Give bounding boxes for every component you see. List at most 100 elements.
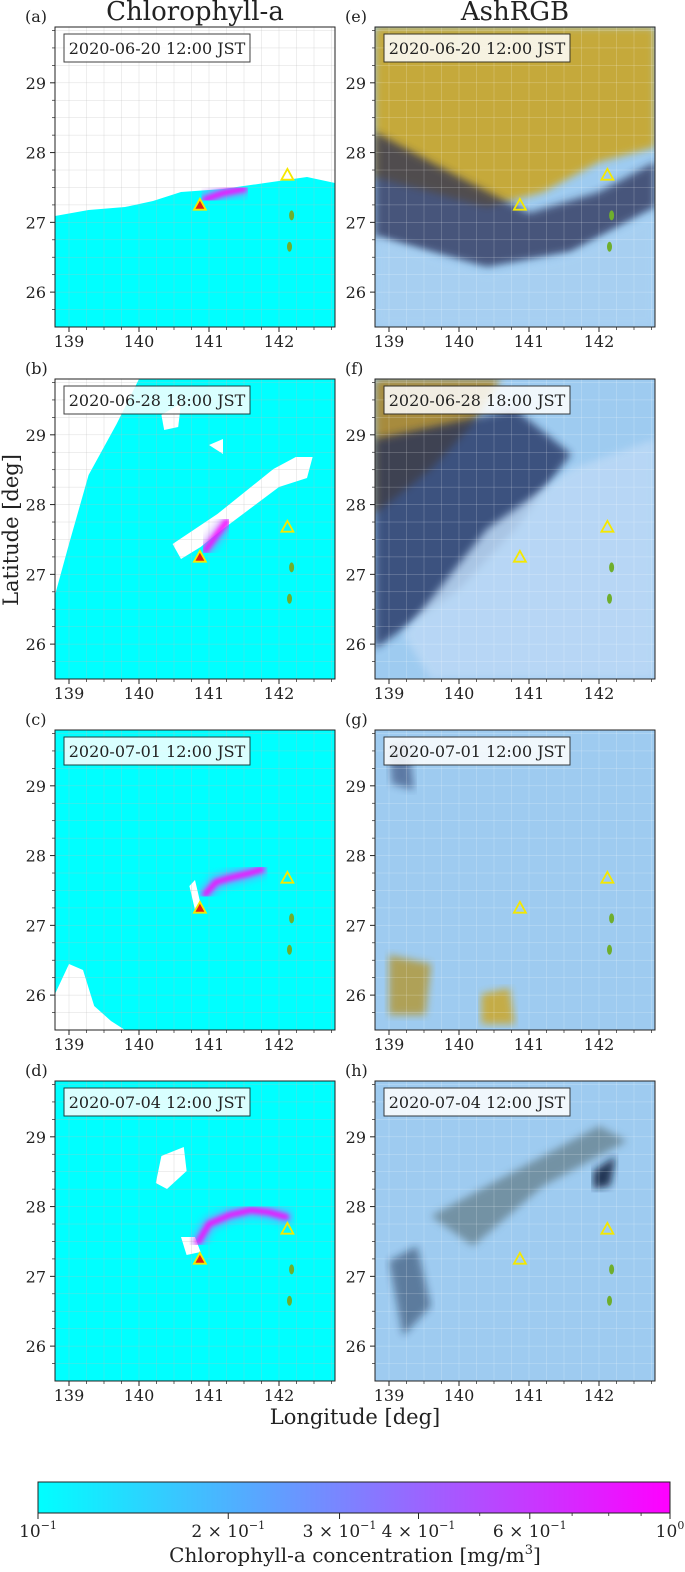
y-tick-label: 29 [346, 426, 366, 445]
y-tick-label: 28 [26, 144, 46, 163]
colorbar-label: Chlorophyll-a concentration [mg/m3] [169, 1543, 541, 1567]
colorbar-tick-label: 10−1 [19, 1519, 57, 1542]
y-tick-label: 28 [346, 496, 366, 515]
y-tick-label: 26 [346, 986, 366, 1005]
island [289, 210, 295, 221]
x-tick-label: 139 [374, 1386, 405, 1405]
cloud-cover [69, 87, 83, 102]
x-tick-label: 140 [124, 1386, 155, 1405]
cloud-texture [481, 988, 515, 1024]
island [607, 593, 612, 604]
site-marker [512, 900, 528, 914]
island [289, 913, 295, 924]
panel-c: 139 140 141 142 26 27 28 29 (c) 2020-07-01 12:00 … [25, 710, 336, 1054]
x-tick-label: 140 [124, 684, 155, 703]
island [287, 241, 292, 252]
panel-frame [54, 26, 336, 328]
panel-frame [374, 378, 656, 680]
colorbar-tick-label: 6 × 10−1 [493, 1519, 567, 1542]
timestamp-box [63, 736, 251, 766]
site-marker [599, 167, 615, 181]
cloud-texture [389, 955, 431, 1015]
cloud-cover [55, 27, 335, 216]
panel-map [375, 1081, 655, 1381]
site-marker [512, 197, 528, 211]
panel-map [55, 27, 335, 327]
y-tick-label: 26 [26, 1337, 46, 1356]
x-tick-label: 141 [194, 684, 225, 703]
plume-core [202, 866, 265, 897]
cloud-texture [403, 439, 655, 679]
site-marker [512, 549, 528, 563]
y-tick-label: 29 [26, 1128, 46, 1147]
panel-frame [374, 1080, 656, 1382]
site-marker [512, 1251, 528, 1265]
y-tick-label: 27 [26, 916, 46, 935]
site-marker [279, 167, 295, 181]
cloud-texture [593, 1156, 616, 1189]
island [609, 210, 615, 221]
map-background [55, 1081, 335, 1381]
grid [55, 27, 335, 327]
panel-frame [54, 1080, 336, 1382]
x-tick-label: 141 [514, 332, 545, 351]
y-tick-label: 26 [26, 283, 46, 302]
panel-map [375, 379, 655, 679]
panel-label: (c) [25, 710, 46, 729]
y-tick-label: 28 [346, 1198, 366, 1217]
panel-frame [374, 26, 656, 328]
panel-map [55, 730, 335, 1030]
timestamp: 2020-06-28 18:00 JST [389, 391, 566, 410]
volcano-marker [192, 900, 208, 914]
panel-label: (a) [25, 7, 47, 26]
panel-frame [54, 729, 336, 1031]
x-tick-label: 139 [54, 332, 85, 351]
cloud-cover [172, 457, 313, 559]
y-tick-label: 29 [26, 426, 46, 445]
cloud-cover [55, 964, 125, 1030]
island [287, 1295, 292, 1306]
panels: 139 140 141 142 26 27 28 29 (a) 2020-06-20 12:00 … [25, 7, 656, 1405]
x-tick-label: 142 [264, 332, 295, 351]
island [289, 1264, 295, 1275]
cloud-texture [389, 1246, 431, 1336]
panel-e: 139 140 141 142 26 27 28 29 (e) 2020-06-20 12:00 … [345, 7, 656, 351]
x-tick-label: 140 [444, 1035, 475, 1054]
timestamp: 2020-07-04 12:00 JST [69, 1093, 246, 1112]
x-tick-label: 139 [54, 684, 85, 703]
x-tick-label: 142 [584, 1386, 615, 1405]
timestamp-box [63, 385, 251, 415]
y-tick-label: 27 [26, 565, 46, 584]
volcano-marker [192, 1251, 208, 1265]
island [609, 1264, 615, 1275]
colorbar-tick-label: 3 × 10−1 [303, 1519, 377, 1542]
x-tick-label: 142 [264, 684, 295, 703]
column-title-chlorophyll: Chlorophyll-a [106, 0, 284, 27]
colorbar-gradient [37, 1481, 671, 1514]
island [607, 944, 612, 955]
site-marker [279, 1221, 295, 1235]
timestamp-box [383, 385, 571, 415]
x-tick-label: 141 [514, 1386, 545, 1405]
y-tick-label: 28 [26, 1198, 46, 1217]
island [609, 562, 615, 573]
panel-label: (b) [25, 359, 48, 378]
site-marker [279, 519, 295, 533]
colorbar: 10−1 2 × 10−1 3 × 10−1 4 × 10−1 6 × 10−1 100 … [19, 1481, 684, 1567]
y-tick-label: 27 [346, 916, 366, 935]
panel-label: (d) [25, 1061, 48, 1080]
timestamp-box [63, 1087, 251, 1117]
x-tick-label: 139 [374, 684, 405, 703]
colorbar-label-suffix: ] [533, 1543, 541, 1567]
timestamp-box [383, 1087, 571, 1117]
island [607, 1295, 612, 1306]
timestamp: 2020-06-20 12:00 JST [69, 39, 246, 58]
panel-label: (f) [345, 359, 363, 378]
x-tick-label: 140 [124, 1035, 155, 1054]
cloud-cover [94, 108, 123, 141]
timestamp-box [383, 33, 571, 63]
x-tick-label: 142 [264, 1035, 295, 1054]
x-tick-label: 140 [444, 1386, 475, 1405]
x-tick-label: 142 [584, 1035, 615, 1054]
panel-f: 139 140 141 142 26 27 28 29 (f) 2020-06-28 18:00 … [345, 359, 656, 703]
